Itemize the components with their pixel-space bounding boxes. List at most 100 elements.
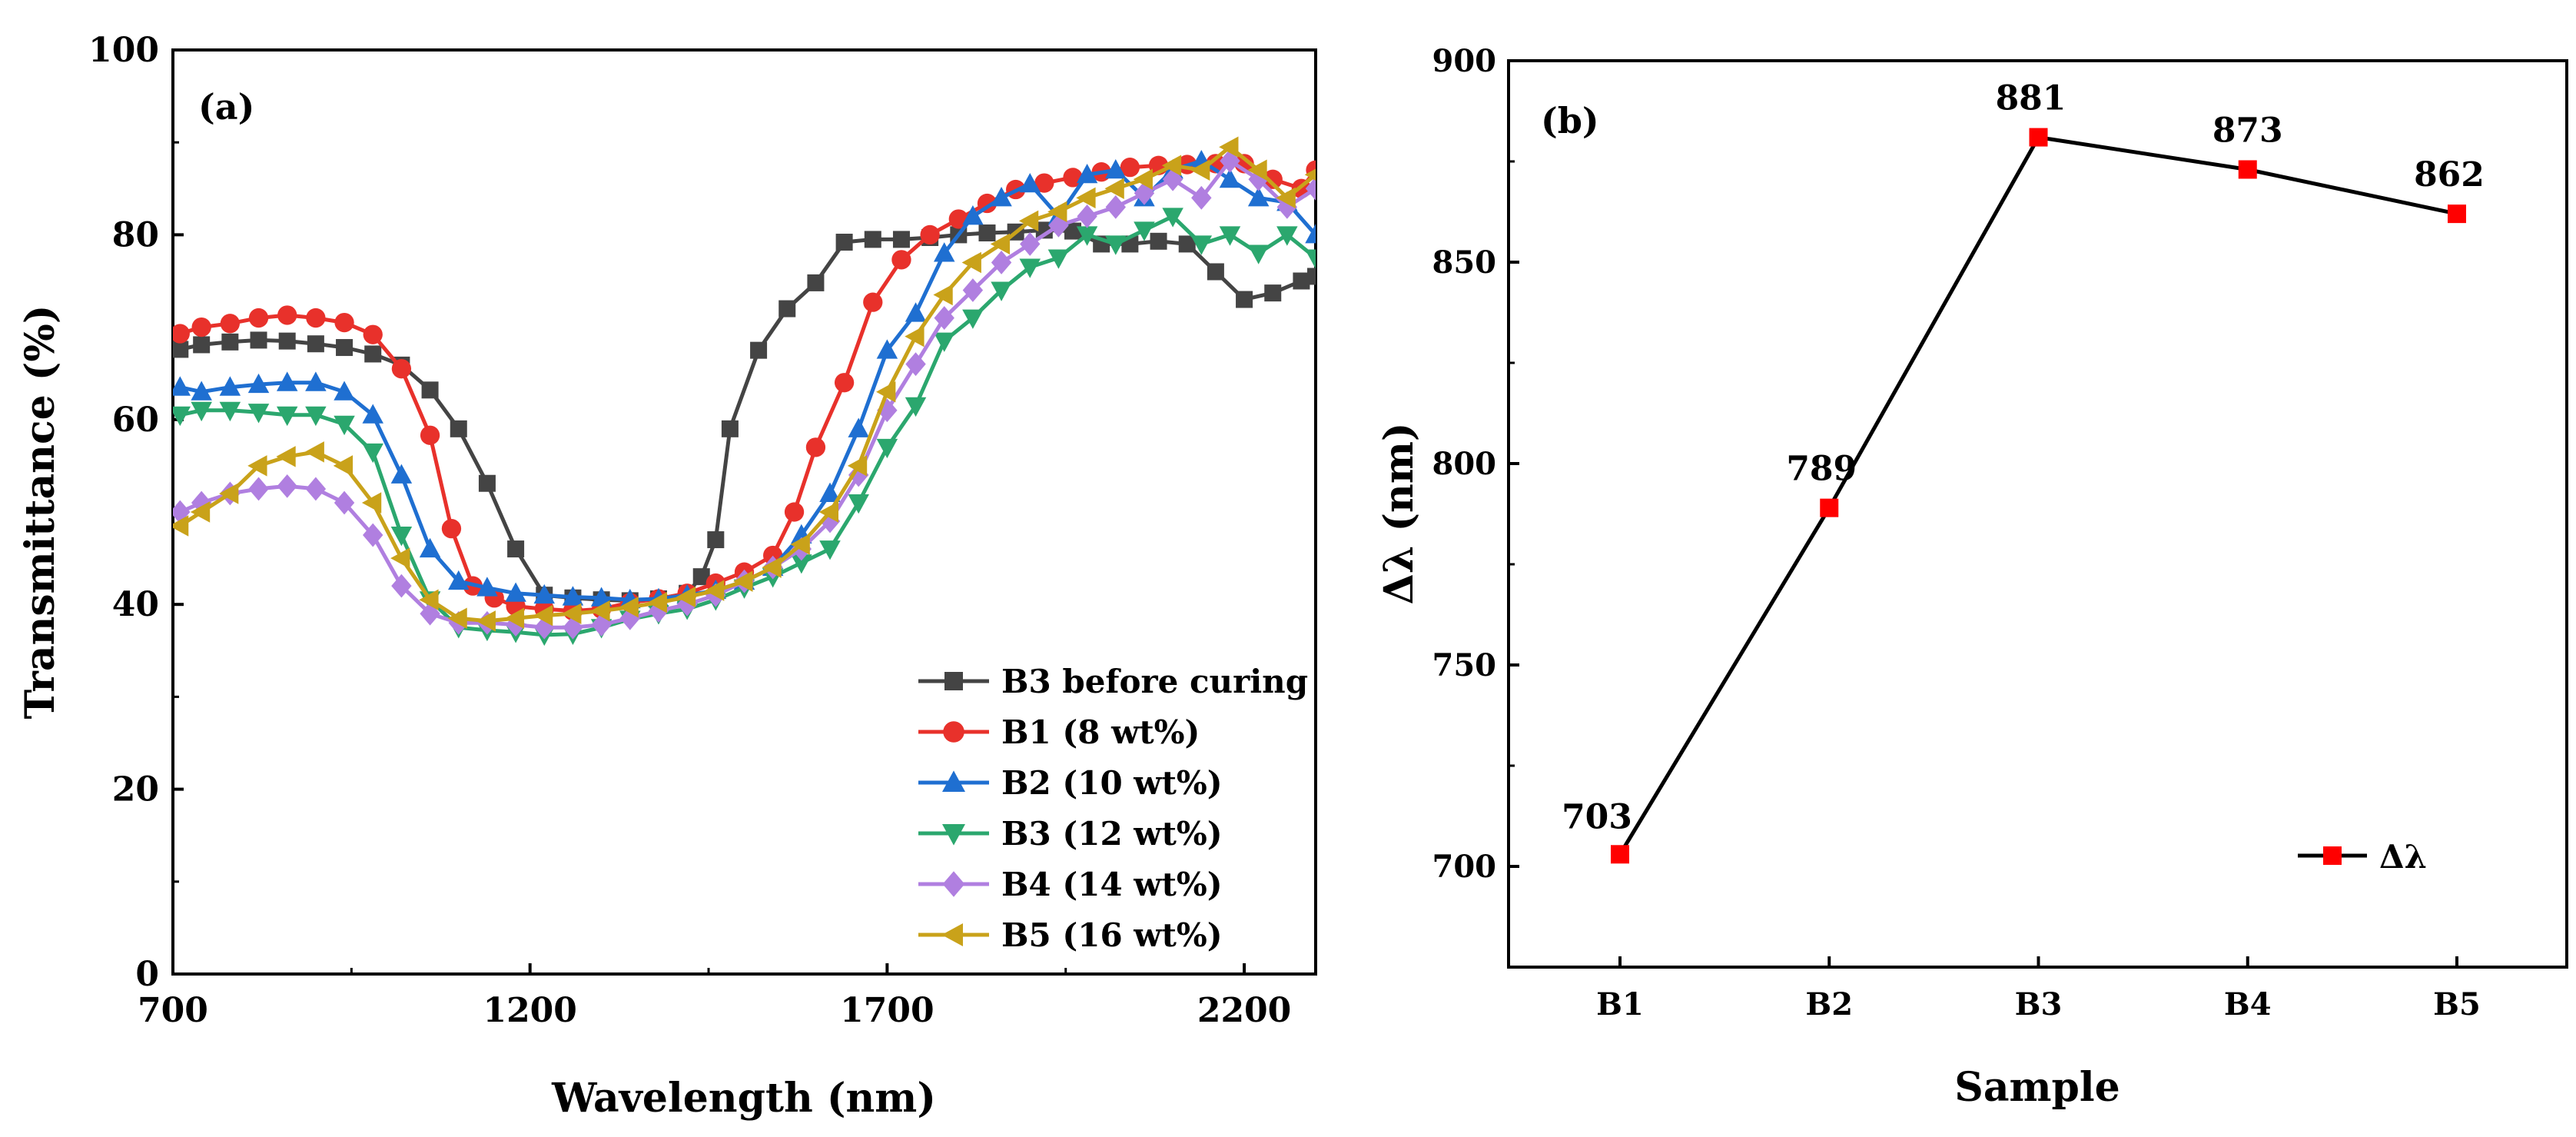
data-point bbox=[1019, 172, 1041, 193]
data-point bbox=[173, 376, 191, 396]
data-point bbox=[647, 592, 667, 613]
data-point bbox=[778, 300, 796, 317]
legend-label: B5 (16 wt%) bbox=[1001, 916, 1223, 954]
data-point bbox=[835, 234, 853, 251]
x-tick-label: B5 bbox=[2433, 986, 2481, 1022]
data-point bbox=[962, 278, 984, 302]
data-point bbox=[905, 302, 927, 322]
data-point bbox=[305, 371, 327, 391]
data-point bbox=[1048, 213, 1069, 238]
data-point bbox=[807, 274, 825, 291]
legend-label: B2 (10 wt%) bbox=[1001, 764, 1223, 802]
data-point bbox=[991, 281, 1012, 301]
y-tick-label: 750 bbox=[1432, 647, 1497, 683]
legend-item: B4 (14 wt%) bbox=[918, 866, 1223, 903]
data-point bbox=[934, 306, 954, 330]
data-point bbox=[305, 406, 327, 427]
data-point bbox=[390, 547, 410, 569]
data-point bbox=[420, 601, 440, 626]
data-point bbox=[276, 406, 298, 427]
data-point bbox=[334, 312, 354, 333]
panel-b-delta-lambda-chart: 700 750 800 850 900 B1 B2 B3 B4 B5 703 789 881 873 8… bbox=[1376, 43, 2568, 1111]
data-point bbox=[250, 331, 267, 349]
data-point bbox=[334, 490, 355, 515]
data-point bbox=[1035, 221, 1053, 239]
data-point bbox=[692, 568, 710, 586]
data-point bbox=[819, 540, 841, 560]
data-point bbox=[478, 474, 496, 492]
data-point bbox=[1220, 148, 1240, 173]
x-tick-label: 700 bbox=[138, 991, 208, 1030]
data-point bbox=[1247, 159, 1267, 181]
data-point bbox=[819, 482, 841, 502]
data-point bbox=[220, 314, 240, 334]
legend-item: B3 (12 wt%) bbox=[918, 815, 1223, 853]
data-point bbox=[1020, 232, 1041, 256]
data-point bbox=[762, 557, 782, 578]
panel-a-series-clip bbox=[173, 136, 1316, 647]
data-point bbox=[1247, 244, 1270, 264]
data-point bbox=[419, 537, 441, 558]
data-point bbox=[1276, 226, 1298, 246]
y-tick-label: 60 bbox=[112, 401, 159, 440]
legend-marker bbox=[942, 871, 965, 897]
y-tick-label: 700 bbox=[1432, 849, 1497, 885]
data-point bbox=[864, 231, 881, 248]
data-point bbox=[307, 335, 324, 353]
y-tick-label: 850 bbox=[1432, 244, 1497, 281]
data-point bbox=[190, 501, 211, 523]
legend-marker bbox=[944, 672, 963, 690]
data-point bbox=[991, 187, 1012, 207]
data-point bbox=[1047, 249, 1070, 269]
y-tick-label: 900 bbox=[1432, 43, 1497, 79]
legend-marker bbox=[942, 770, 965, 792]
data-point bbox=[247, 373, 270, 394]
data-point bbox=[173, 500, 191, 524]
data-label: 873 bbox=[2213, 111, 2283, 150]
data-point bbox=[505, 582, 526, 602]
data-point bbox=[419, 589, 439, 610]
y-tick-label: 0 bbox=[135, 955, 159, 994]
legend-label: B4 (14 wt%) bbox=[1001, 866, 1223, 903]
panel-a-y-ticks: 0 20 40 60 80 100 bbox=[88, 31, 184, 994]
data-point bbox=[1304, 168, 1316, 181]
data-point bbox=[1219, 168, 1241, 188]
panel-b-series: 703 789 881 873 862 bbox=[1562, 79, 2485, 864]
data-point bbox=[619, 597, 639, 618]
data-point bbox=[533, 604, 553, 627]
data-point bbox=[221, 333, 239, 351]
data-point bbox=[818, 501, 839, 523]
legend-item: B3 before curing bbox=[918, 663, 1308, 700]
data-point bbox=[905, 325, 925, 347]
data-point bbox=[733, 570, 753, 592]
data-point bbox=[390, 527, 413, 547]
data-point bbox=[1178, 235, 1196, 253]
data-point bbox=[805, 437, 826, 457]
data-point bbox=[390, 464, 413, 484]
data-point bbox=[364, 345, 382, 363]
data-point bbox=[961, 251, 981, 274]
data-point bbox=[905, 352, 926, 377]
data-point bbox=[391, 359, 412, 379]
data-point bbox=[990, 233, 1011, 255]
data-point bbox=[1611, 845, 1629, 864]
data-point bbox=[304, 441, 324, 463]
data-point bbox=[441, 518, 462, 539]
data-point bbox=[476, 577, 498, 597]
data-point bbox=[1305, 249, 1316, 269]
data-point bbox=[847, 455, 868, 477]
data-point bbox=[1034, 173, 1054, 193]
panel-b-y-ticks: 700 750 800 850 900 bbox=[1432, 43, 1519, 885]
data-point bbox=[1276, 187, 1296, 209]
legend-label: B1 (8 wt%) bbox=[1001, 713, 1200, 751]
data-point bbox=[1076, 187, 1096, 209]
data-point bbox=[333, 455, 354, 477]
data-point bbox=[1018, 210, 1039, 232]
data-point bbox=[1134, 221, 1155, 241]
data-point bbox=[276, 446, 296, 467]
data-point bbox=[1105, 194, 1126, 219]
data-point bbox=[277, 305, 297, 325]
panel-b-x-ticks: B1 B2 B3 B4 B5 bbox=[1596, 956, 2481, 1022]
data-point bbox=[876, 381, 896, 403]
